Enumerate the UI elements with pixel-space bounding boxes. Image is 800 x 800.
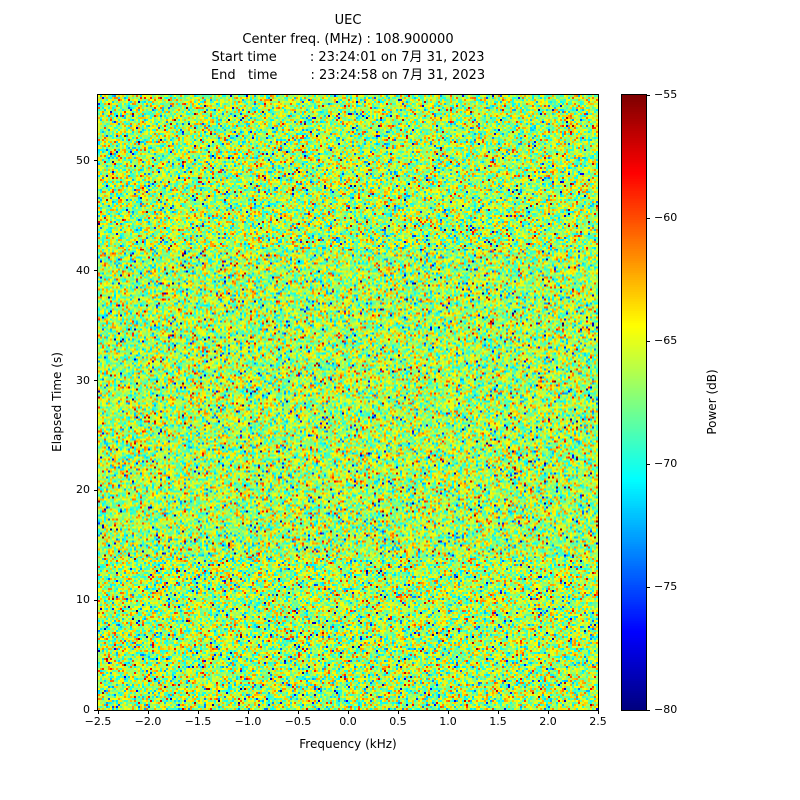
x-tick-mark: [97, 710, 99, 714]
y-tick-label: 10: [76, 593, 90, 607]
colorbar-label: Power (dB): [705, 369, 719, 435]
x-tick-label: 2.0: [539, 715, 557, 728]
colorbar-tick-label: −70: [654, 457, 678, 470]
colorbar-tick-mark: [646, 217, 650, 219]
spectrogram-heatmap: [98, 95, 598, 710]
x-tick-label: −2.0: [134, 715, 162, 728]
x-axis-label: Frequency (kHz): [299, 737, 397, 751]
x-tick-label: −0.5: [284, 715, 312, 728]
y-tick-label: 0: [83, 703, 90, 716]
y-tick-label: 50: [76, 153, 90, 167]
y-tick-mark: [94, 160, 98, 162]
y-tick-mark: [94, 599, 98, 601]
x-tick-label: 1.5: [489, 715, 507, 728]
x-tick-mark: [247, 710, 249, 714]
x-tick-label: 0.0: [339, 715, 357, 728]
colorbar-tick-label: −75: [654, 580, 678, 593]
plot-title: UEC: [334, 13, 362, 28]
x-tick-label: −2.5: [84, 715, 112, 728]
y-tick-label: 20: [76, 483, 90, 497]
plot-area: [97, 94, 599, 711]
x-tick-mark: [597, 710, 599, 714]
x-tick-mark: [297, 710, 299, 714]
y-axis-label: Elapsed Time (s): [50, 352, 64, 452]
center-frequency-line: Center freq. (MHz) : 108.900000: [242, 32, 454, 47]
x-tick-mark: [347, 710, 349, 714]
x-tick-label: 0.5: [389, 715, 407, 728]
y-tick-mark: [94, 380, 98, 382]
end-time-line: End time : 23:24:58 on 7月 31, 2023: [210, 68, 486, 83]
x-tick-mark: [547, 710, 549, 714]
y-tick-mark: [94, 489, 98, 491]
x-tick-label: 1.0: [439, 715, 457, 728]
x-tick-label: 2.5: [589, 715, 607, 728]
x-tick-label: −1.5: [184, 715, 212, 728]
colorbar-tick-label: −60: [654, 211, 678, 224]
y-tick-label: 40: [76, 263, 90, 277]
colorbar-tick-mark: [646, 94, 650, 96]
start-time-line: Start time : 23:24:01 on 7月 31, 2023: [211, 50, 485, 65]
x-tick-mark: [197, 710, 199, 714]
colorbar-tick-mark: [646, 709, 650, 711]
colorbar: [621, 94, 647, 711]
colorbar-tick-mark: [646, 463, 650, 465]
colorbar-tick-label: −65: [654, 334, 678, 347]
colorbar-tick-mark: [646, 586, 650, 588]
x-tick-mark: [447, 710, 449, 714]
colorbar-tick-label: −80: [654, 703, 678, 716]
colorbar-gradient: [622, 95, 646, 710]
colorbar-tick-mark: [646, 340, 650, 342]
x-tick-label: −1.0: [234, 715, 262, 728]
x-tick-mark: [397, 710, 399, 714]
y-tick-label: 30: [76, 373, 90, 387]
x-tick-mark: [497, 710, 499, 714]
colorbar-tick-label: −55: [654, 88, 678, 101]
y-tick-mark: [94, 709, 98, 711]
x-tick-mark: [147, 710, 149, 714]
y-tick-mark: [94, 270, 98, 272]
